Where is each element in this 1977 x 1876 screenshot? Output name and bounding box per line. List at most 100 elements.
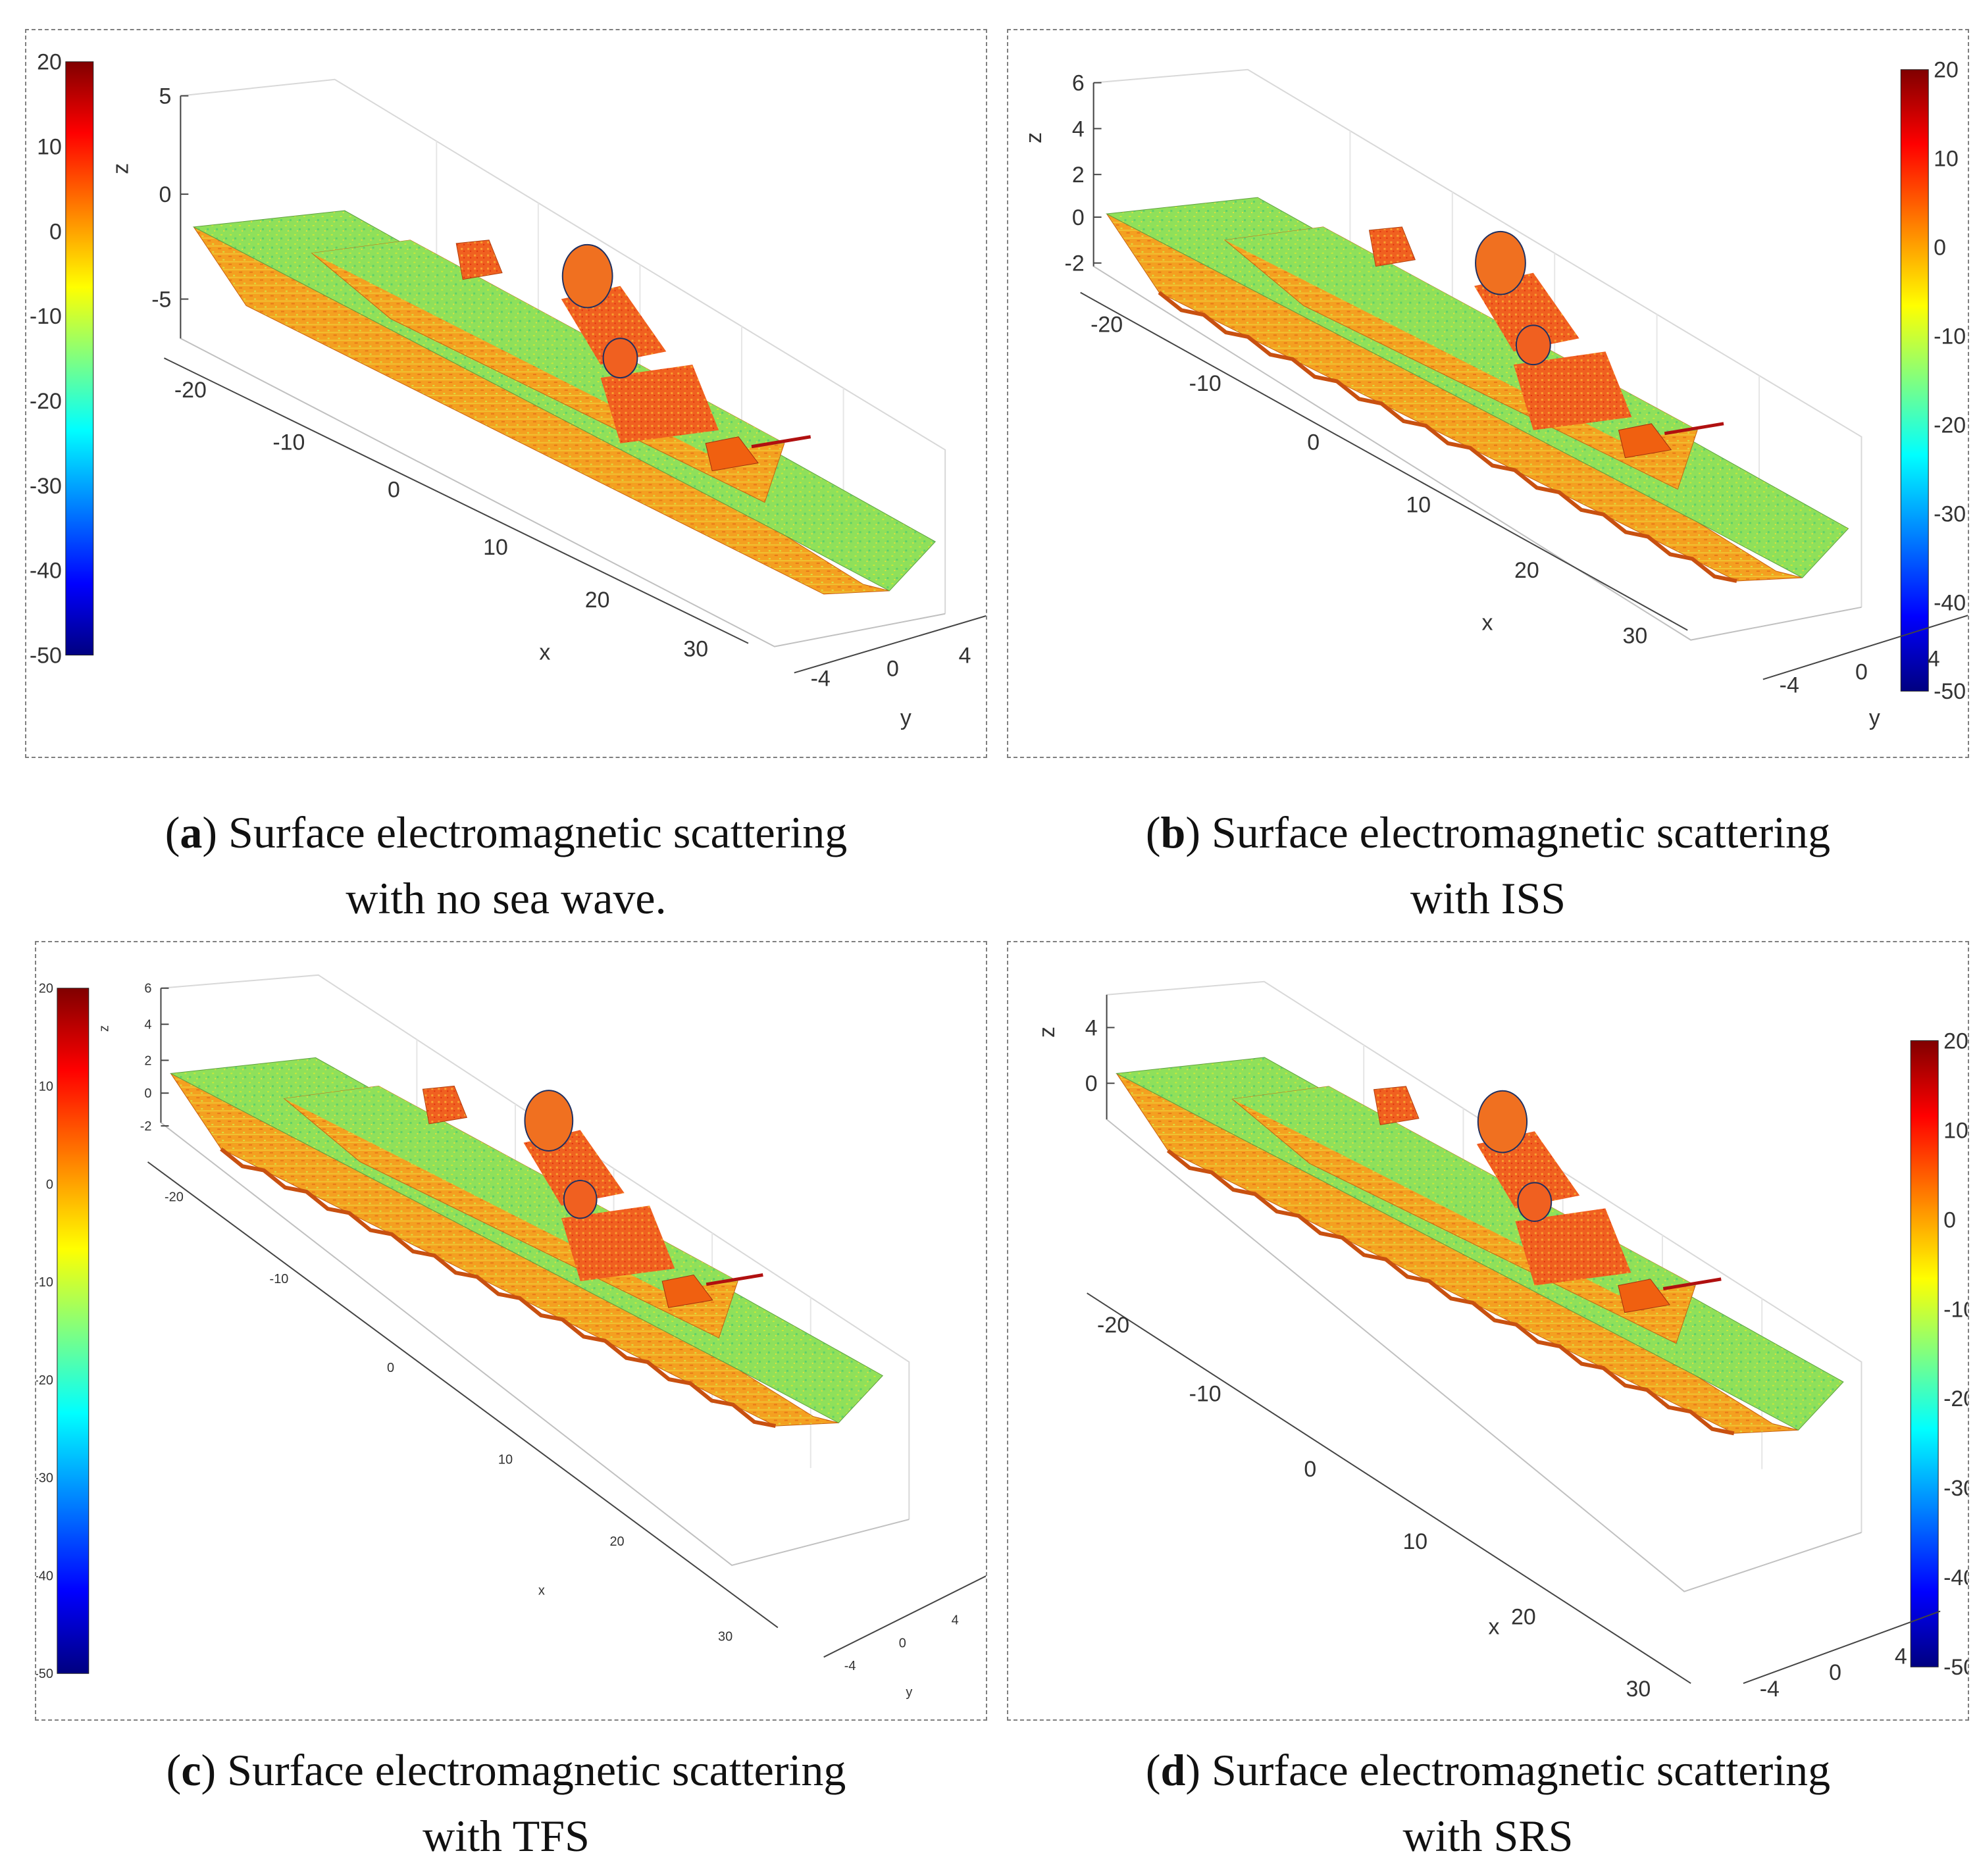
y-tick-label: 4 xyxy=(1895,1644,1907,1669)
z-tick-label: 0 xyxy=(159,182,172,207)
caption-a-line2: with no sea wave. xyxy=(346,873,667,923)
z-tick-label: -5 xyxy=(151,287,171,312)
colorbar-tick: -30 xyxy=(1934,501,1966,526)
colorbar-tick: -30 xyxy=(36,1471,53,1486)
ship-d xyxy=(1115,1057,1844,1436)
plot-c: 20100-10-20-30-40-506420-2z-20-100102030… xyxy=(36,974,986,1700)
x-tick-label: 10 xyxy=(1406,492,1431,517)
caption-d: (d) Surface electromagnetic scattering w… xyxy=(1145,1745,1831,1861)
funnel-block xyxy=(455,240,503,280)
x-tick-label: -20 xyxy=(165,1190,184,1205)
x-tick-label: -20 xyxy=(1097,1313,1129,1338)
colorbar-tick: -30 xyxy=(1943,1476,1968,1501)
plot-a: 20100-10-20-30-40-5050-5z-20-100102030x-… xyxy=(30,50,986,730)
x-tick-label: 0 xyxy=(387,1361,394,1375)
caption-c-text: ) Surface electromagnetic scattering xyxy=(201,1745,846,1795)
z-axis-label: z xyxy=(1035,1027,1060,1038)
hull-side xyxy=(1106,213,1803,582)
ship-b xyxy=(1105,197,1849,583)
caption-c: (c) Surface electromagnetic scattering w… xyxy=(166,1745,846,1861)
z-tick-label: -2 xyxy=(1065,251,1085,276)
x-tick-label: 20 xyxy=(1511,1604,1536,1629)
funnel-block xyxy=(422,1085,468,1125)
radar-dome-small xyxy=(563,1179,598,1219)
colorbar-tick: 0 xyxy=(1934,236,1946,261)
x-axis-line xyxy=(147,1161,779,1629)
y-tick-label: 0 xyxy=(899,1636,906,1650)
y-axis-label: y xyxy=(1836,1713,1847,1719)
x-tick-label: -10 xyxy=(272,430,305,455)
caption-a-text: ) Surface electromagnetic scattering xyxy=(202,807,848,857)
tower-lower xyxy=(561,1205,675,1282)
z-tick-label: 0 xyxy=(144,1086,151,1101)
x-tick-label: -20 xyxy=(174,378,207,403)
x-tick-label: 30 xyxy=(683,637,708,662)
colorbar-tick: -10 xyxy=(1943,1297,1968,1322)
radar-dome-small xyxy=(1517,1182,1553,1222)
caption-d-text: ) Surface electromagnetic scattering xyxy=(1185,1745,1831,1795)
colorbar-tick: -50 xyxy=(1934,679,1966,704)
x-axis-line xyxy=(163,357,749,644)
colorbar-tick: -50 xyxy=(30,643,62,668)
x-tick-label: 10 xyxy=(498,1452,513,1467)
z-tick-label: 2 xyxy=(144,1053,151,1068)
z-tick-label: 4 xyxy=(144,1018,151,1032)
radar-dome-large xyxy=(1475,230,1526,295)
colorbar-tick: -20 xyxy=(1934,413,1966,438)
x-axis-line xyxy=(1080,292,1688,631)
x-tick-label: 30 xyxy=(718,1629,732,1644)
wave-fringe xyxy=(1158,291,1737,583)
radar-dome-large xyxy=(561,243,613,309)
x-tick-label: 20 xyxy=(1514,558,1539,583)
panel-d: 20100-10-20-30-40-5040z-20-100102030x-40… xyxy=(1007,941,1969,1721)
x-tick-label: 10 xyxy=(1402,1529,1427,1554)
colorbar-tick: -20 xyxy=(36,1373,53,1388)
y-tick-label: -4 xyxy=(1780,672,1799,697)
colorbar-tick: -30 xyxy=(30,474,62,499)
y-axis-label: y xyxy=(900,705,911,730)
y-tick-label: 4 xyxy=(952,1613,959,1627)
tower-lower xyxy=(1515,1208,1631,1286)
x-axis-label: x xyxy=(538,1584,545,1598)
funnel-block xyxy=(1368,226,1416,267)
panel-a: 20 10 0 -10 -20 -30 -40 -50 5 0 -5 z -20 -10 0 10 20 30 x -… xyxy=(25,29,987,758)
caption-b-text: ) Surface electromagnetic scattering xyxy=(1185,807,1831,857)
x-tick-label: 0 xyxy=(388,477,400,502)
panel-b: 20 10 0 -10 -20 -30 -40 -50 6 4 2 0 -2 z -20 -10 0 10 20 30… xyxy=(1007,29,1969,758)
z-tick-label: 0 xyxy=(1085,1071,1098,1096)
radar-dome-small xyxy=(602,338,638,379)
hull-side xyxy=(1116,1073,1799,1434)
x-tick-label: 0 xyxy=(1307,430,1320,455)
x-tick-label: -20 xyxy=(1091,312,1123,337)
colorbar-tick: -10 xyxy=(1934,324,1966,349)
y-tick-label: -4 xyxy=(1760,1677,1780,1702)
colorbar-d xyxy=(1910,1040,1939,1667)
y-axis-line xyxy=(823,1575,986,1658)
y-axis-label: y xyxy=(1869,705,1880,730)
radar-dome-small xyxy=(1515,324,1551,366)
x-tick-label: 20 xyxy=(585,588,610,613)
x-tick-label: 0 xyxy=(1304,1457,1316,1482)
ship-a xyxy=(192,210,937,595)
tower-lower xyxy=(600,365,719,444)
x-tick-label: 10 xyxy=(483,535,508,560)
x-tick-label: 20 xyxy=(609,1534,624,1549)
caption-c-line2: with TFS xyxy=(423,1811,590,1861)
x-axis-line xyxy=(1087,1292,1691,1685)
tower-lower xyxy=(1513,351,1632,430)
colorbar-c xyxy=(57,988,90,1674)
y-axis-line xyxy=(794,615,986,674)
x-tick-label: -10 xyxy=(1189,371,1221,396)
z-tick-label: 6 xyxy=(1072,71,1085,96)
y-tick-label: -4 xyxy=(811,666,831,691)
z-axis-label: z xyxy=(109,163,134,174)
colorbar-tick: -40 xyxy=(1943,1565,1968,1590)
caption-b-line2: with ISS xyxy=(1410,873,1566,923)
z-axis-label: z xyxy=(97,1025,112,1032)
colorbar-tick: -20 xyxy=(30,389,62,414)
z-tick-label: 4 xyxy=(1072,116,1085,141)
z-tick-label: 6 xyxy=(144,982,151,996)
y-tick-label: 0 xyxy=(886,656,899,681)
wave-fringe xyxy=(220,1147,777,1429)
gun-turret xyxy=(1618,423,1672,459)
